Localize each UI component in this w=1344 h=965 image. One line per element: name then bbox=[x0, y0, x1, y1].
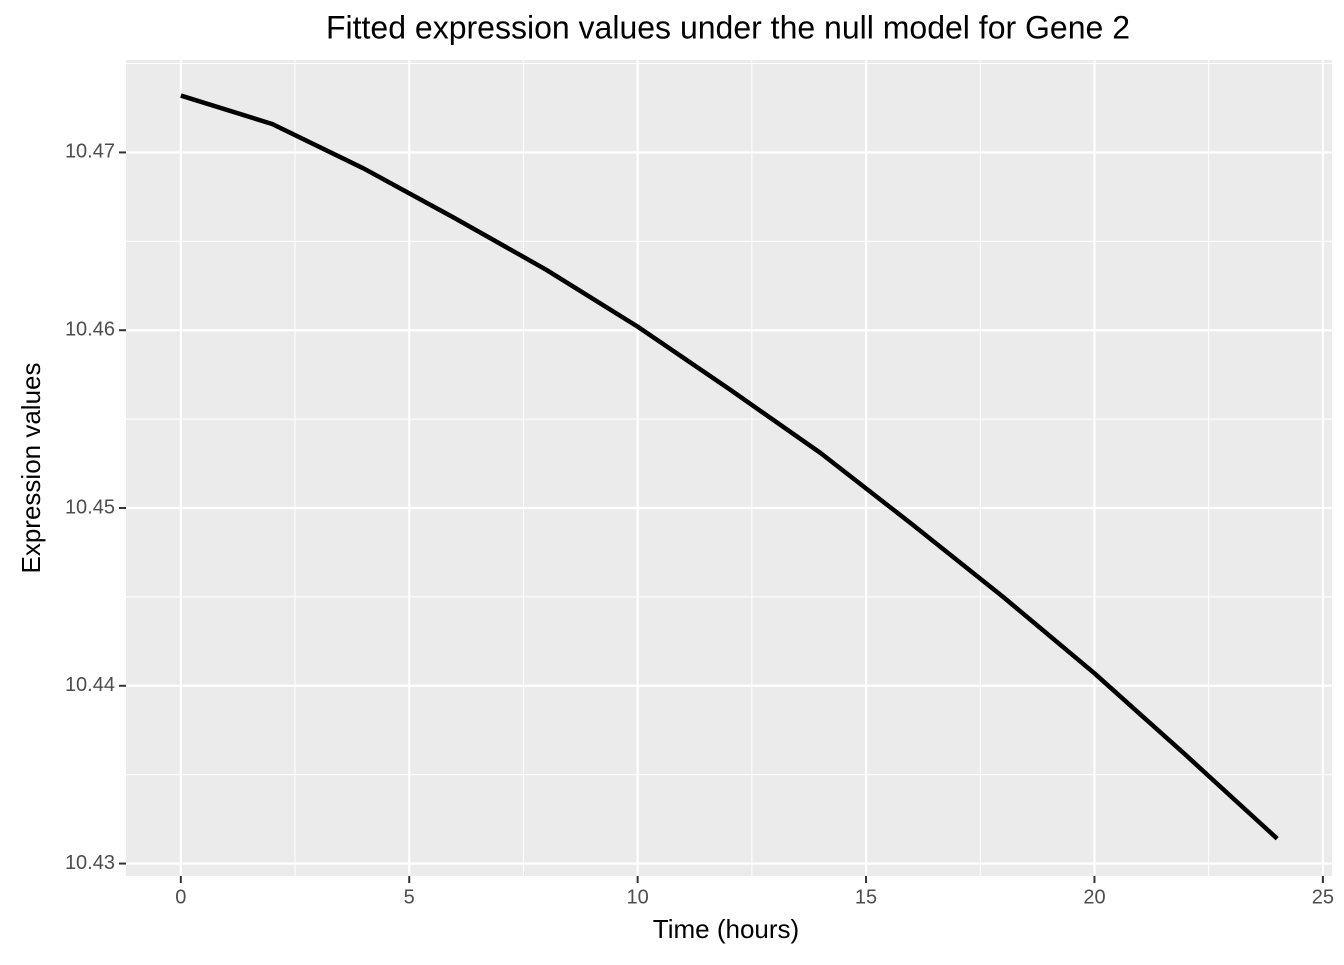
y-tick-label: 10.43 bbox=[65, 852, 115, 874]
x-tick-label: 0 bbox=[175, 886, 186, 908]
y-tick-label: 10.47 bbox=[65, 141, 115, 163]
x-tick-label: 5 bbox=[404, 886, 415, 908]
x-tick-label: 25 bbox=[1312, 886, 1334, 908]
x-axis-title: Time (hours) bbox=[653, 914, 799, 944]
y-tick-label: 10.46 bbox=[65, 319, 115, 341]
line-series bbox=[180, 93, 1279, 841]
x-tick-label: 15 bbox=[855, 886, 877, 908]
y-tick-label: 10.45 bbox=[65, 496, 115, 518]
y-tick-label: 10.44 bbox=[65, 674, 115, 696]
panel-background bbox=[126, 60, 1332, 876]
x-tick-label: 20 bbox=[1083, 886, 1105, 908]
chart-title: Fitted expression values under the null … bbox=[326, 9, 1130, 45]
y-axis-title: Expression values bbox=[16, 363, 46, 574]
x-tick-label: 10 bbox=[627, 886, 649, 908]
